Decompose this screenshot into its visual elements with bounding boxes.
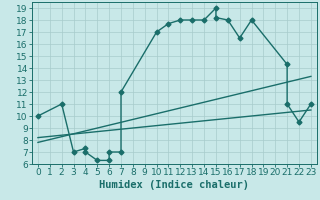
X-axis label: Humidex (Indice chaleur): Humidex (Indice chaleur) <box>100 180 249 190</box>
